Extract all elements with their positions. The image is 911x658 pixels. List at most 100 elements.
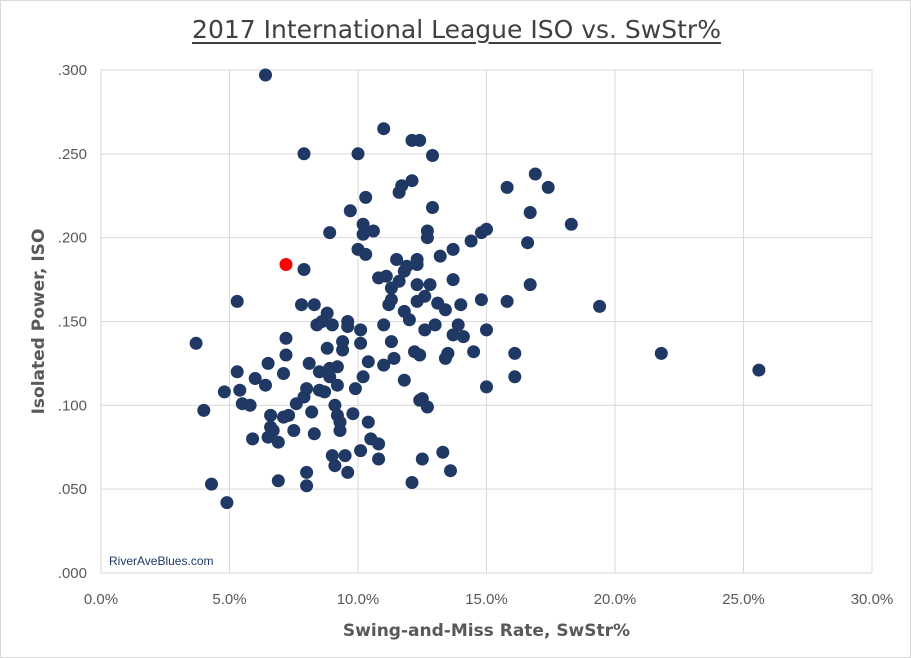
data-point	[474, 293, 488, 307]
data-point	[279, 348, 293, 362]
data-point	[400, 259, 414, 273]
data-point	[390, 253, 404, 266]
data-point	[446, 273, 460, 287]
data-point	[361, 355, 375, 369]
data-points	[189, 68, 766, 510]
data-point	[230, 294, 244, 308]
data-point	[287, 424, 301, 437]
data-point	[264, 408, 278, 422]
data-point	[279, 331, 293, 345]
data-point	[307, 427, 321, 441]
data-point	[320, 341, 334, 355]
data-point	[418, 289, 432, 303]
data-point	[300, 465, 314, 479]
data-point	[297, 263, 311, 276]
y-tick-label: .050	[58, 481, 87, 498]
data-point	[508, 346, 522, 360]
data-point	[330, 378, 344, 392]
data-point	[467, 345, 481, 359]
data-point	[444, 464, 457, 478]
data-point	[341, 465, 355, 479]
data-point	[423, 278, 437, 292]
y-axis-title: Isolated Power, ISO	[29, 229, 49, 415]
x-axis-ticks: 0.0% 5.0% 10.0% 15.0% 20.0% 25.0% 30.0%	[84, 591, 893, 608]
data-point	[528, 167, 542, 181]
data-point	[356, 217, 370, 231]
data-point	[541, 180, 555, 194]
data-point	[451, 318, 465, 332]
data-point	[433, 249, 447, 263]
data-point	[320, 306, 334, 320]
data-point	[336, 343, 350, 357]
gridlines	[100, 69, 873, 574]
data-point	[456, 330, 470, 344]
data-point	[372, 452, 386, 466]
data-point	[351, 147, 365, 161]
data-point	[328, 398, 342, 412]
data-point	[307, 298, 321, 312]
data-point	[277, 410, 290, 424]
data-point	[464, 234, 478, 248]
data-point	[305, 405, 319, 419]
x-tick-label: 5.0%	[212, 591, 246, 608]
data-point	[521, 236, 535, 250]
data-point	[441, 346, 455, 360]
y-tick-label: .100	[58, 397, 87, 414]
data-point	[328, 459, 342, 473]
data-point	[395, 179, 409, 193]
data-point	[359, 190, 373, 204]
data-point	[405, 174, 419, 188]
data-point	[312, 365, 326, 379]
y-axis-ticks: .000 .050 .100 .150 .200 .250 .300	[58, 62, 87, 582]
data-point	[454, 298, 468, 312]
data-point	[220, 496, 234, 510]
data-point	[205, 477, 218, 491]
data-point	[261, 356, 275, 370]
data-point	[500, 180, 514, 194]
data-point	[387, 351, 401, 365]
data-point	[266, 424, 280, 437]
x-tick-label: 15.0%	[465, 591, 508, 608]
data-point	[330, 360, 344, 374]
data-point	[259, 378, 272, 392]
data-point	[372, 437, 386, 451]
data-point	[323, 226, 337, 240]
data-point	[402, 313, 416, 327]
x-tick-label: 0.0%	[84, 591, 118, 608]
y-tick-label: .250	[58, 146, 87, 163]
x-axis-title: Swing-and-Miss Rate, SwStr%	[343, 621, 630, 641]
data-point	[348, 382, 362, 396]
data-point	[480, 380, 493, 394]
data-point	[426, 149, 439, 162]
data-point	[318, 385, 332, 399]
highlighted-data-point	[279, 258, 293, 271]
watermark: RiverAveBlues.com	[109, 554, 213, 568]
data-point	[564, 217, 578, 231]
data-point	[246, 432, 260, 446]
data-point	[397, 373, 411, 387]
data-point	[356, 370, 370, 384]
data-point	[333, 424, 347, 437]
data-point	[359, 247, 373, 261]
data-point	[300, 382, 314, 396]
data-point	[523, 278, 537, 292]
data-point	[420, 231, 434, 245]
data-point	[271, 474, 285, 488]
data-point	[233, 383, 247, 397]
data-point	[300, 479, 314, 493]
data-point	[446, 328, 460, 342]
data-point	[593, 299, 607, 313]
data-point	[379, 269, 393, 283]
data-point	[654, 346, 668, 360]
data-point	[341, 320, 355, 333]
data-point	[230, 365, 244, 379]
data-point	[277, 367, 290, 380]
data-point	[480, 222, 493, 236]
data-point	[354, 323, 368, 337]
data-point	[189, 336, 203, 350]
data-point	[426, 201, 439, 214]
x-tick-label: 20.0%	[594, 591, 637, 608]
data-point	[436, 445, 450, 459]
